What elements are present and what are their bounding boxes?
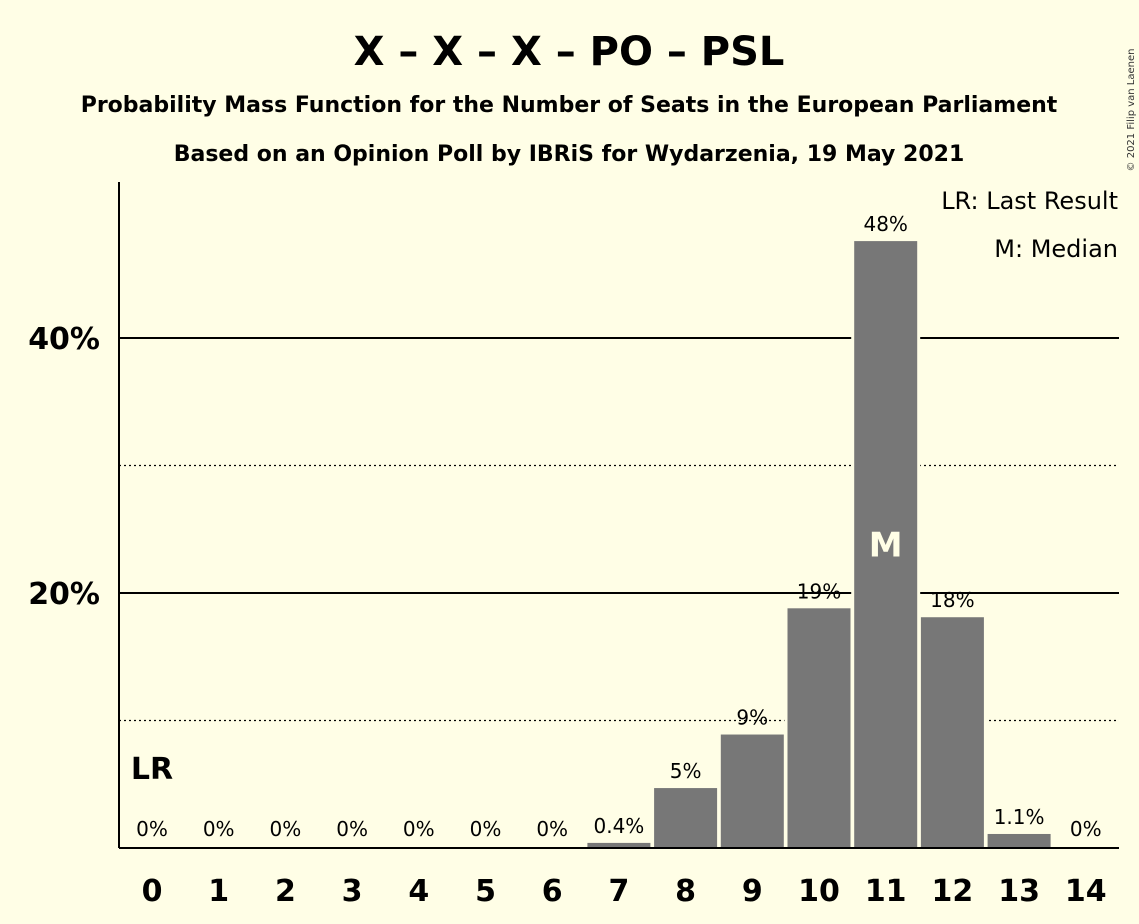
chart-title: X – X – X – PO – PSL: [354, 29, 785, 75]
bars: [584, 241, 1054, 849]
data-label: 1.1%: [994, 805, 1045, 829]
grid-lines: [119, 337, 1119, 722]
bar: [920, 617, 984, 848]
x-tick-label: 3: [342, 874, 363, 909]
bar: [587, 842, 651, 848]
data-label: 0%: [203, 817, 235, 841]
bar: [854, 241, 918, 849]
y-tick-label: 40%: [28, 322, 100, 357]
x-tick-label: 10: [798, 874, 840, 909]
data-label: 19%: [797, 579, 841, 603]
x-tick-label: 9: [742, 874, 763, 909]
bar: [987, 833, 1051, 848]
data-label: 0%: [270, 817, 302, 841]
data-labels: 0% 0% 0% 0% 0% 0% 0% 0.4% 5% 9% 19% 48% 18% 1.1% 0%: [136, 212, 1102, 841]
legend-last-result: LR: Last Result: [941, 187, 1118, 215]
chart-subtitle-1: Probability Mass Function for the Number…: [81, 93, 1058, 118]
x-tick-label: 5: [475, 874, 496, 909]
bar: [654, 788, 718, 848]
x-axis-ticks: 0 1 2 3 4 5 6 7 8 9 10 11 12 13 14: [142, 874, 1107, 909]
x-tick-label: 7: [608, 874, 629, 909]
x-tick-label: 11: [865, 874, 907, 909]
data-label: 0.4%: [593, 814, 644, 838]
markers: LR M: [131, 526, 903, 787]
x-tick-label: 12: [932, 874, 974, 909]
bar: [720, 734, 784, 848]
data-label: 0%: [403, 817, 435, 841]
copyright-notice: © 2021 Filip van Laenen: [1126, 49, 1137, 172]
data-label: 0%: [470, 817, 502, 841]
y-axis-ticks: 20% 40%: [28, 322, 100, 612]
legend-median: M: Median: [994, 235, 1118, 263]
last-result-marker: LR: [131, 752, 173, 787]
x-tick-label: 0: [142, 874, 163, 909]
data-label: 9%: [736, 706, 768, 730]
x-tick-label: 2: [275, 874, 296, 909]
data-label: 18%: [930, 588, 974, 612]
bar: [787, 608, 851, 848]
data-label: 0%: [1070, 817, 1102, 841]
x-tick-label: 4: [408, 874, 429, 909]
x-tick-label: 1: [208, 874, 229, 909]
x-tick-label: 13: [998, 874, 1040, 909]
data-label: 48%: [863, 212, 907, 236]
chart-subtitle-2: Based on an Opinion Poll by IBRiS for Wy…: [174, 142, 965, 167]
median-marker: M: [869, 526, 903, 566]
data-label: 0%: [336, 817, 368, 841]
data-label: 5%: [670, 759, 702, 783]
data-label: 0%: [536, 817, 568, 841]
x-tick-label: 14: [1065, 874, 1107, 909]
data-label: 0%: [136, 817, 168, 841]
x-tick-label: 6: [542, 874, 563, 909]
x-tick-label: 8: [675, 874, 696, 909]
y-tick-label: 20%: [28, 577, 100, 612]
